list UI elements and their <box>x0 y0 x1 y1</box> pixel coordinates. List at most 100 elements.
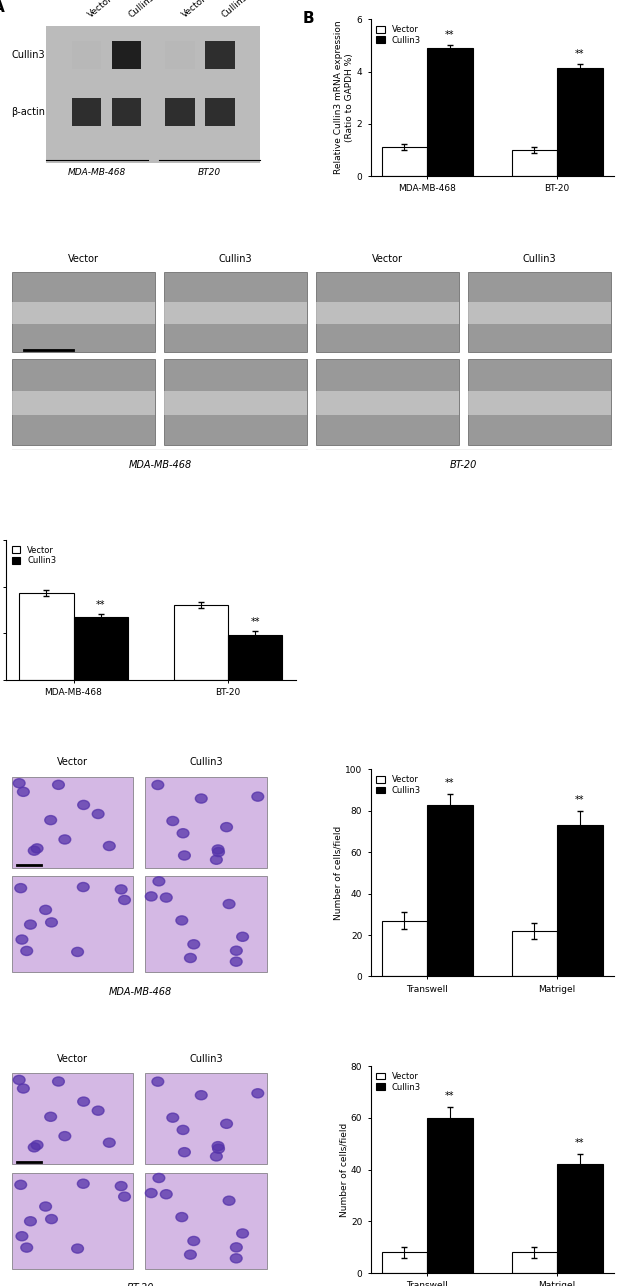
Circle shape <box>59 835 71 844</box>
FancyBboxPatch shape <box>72 41 101 69</box>
Bar <box>557 68 603 176</box>
Text: Cullin3: Cullin3 <box>219 253 252 264</box>
Circle shape <box>53 1076 64 1087</box>
Circle shape <box>46 1214 58 1224</box>
Circle shape <box>92 809 104 819</box>
Circle shape <box>17 1084 29 1093</box>
FancyBboxPatch shape <box>72 98 101 126</box>
Circle shape <box>78 800 89 809</box>
Circle shape <box>177 1125 189 1134</box>
Circle shape <box>92 1106 104 1115</box>
Text: Vector: Vector <box>68 253 99 264</box>
Text: **: ** <box>445 1092 454 1101</box>
Circle shape <box>25 1217 37 1226</box>
Y-axis label: Relative Cullin3 mRNA expression
(Ratio to GAPDH %): Relative Cullin3 mRNA expression (Ratio … <box>334 21 354 175</box>
Circle shape <box>29 846 40 855</box>
Circle shape <box>45 1112 56 1121</box>
Circle shape <box>40 1202 51 1211</box>
Circle shape <box>115 885 127 894</box>
Circle shape <box>167 1114 179 1123</box>
FancyBboxPatch shape <box>468 359 611 445</box>
Bar <box>512 1253 557 1273</box>
Circle shape <box>118 1192 130 1201</box>
FancyBboxPatch shape <box>12 876 133 972</box>
FancyBboxPatch shape <box>145 876 267 972</box>
Circle shape <box>195 1091 207 1100</box>
Circle shape <box>213 1145 224 1154</box>
FancyBboxPatch shape <box>468 273 611 352</box>
Circle shape <box>29 1143 40 1152</box>
Bar <box>382 1253 427 1273</box>
Text: **: ** <box>575 1138 585 1148</box>
Circle shape <box>176 1213 188 1222</box>
Bar <box>427 1118 472 1273</box>
Text: Vector: Vector <box>57 1055 88 1064</box>
FancyBboxPatch shape <box>316 391 459 414</box>
Circle shape <box>252 792 264 801</box>
Legend: Vector, Cullin3: Vector, Cullin3 <box>11 544 58 567</box>
Circle shape <box>252 1089 264 1098</box>
Circle shape <box>15 883 27 892</box>
Text: Cullin3: Cullin3 <box>220 0 250 19</box>
Circle shape <box>221 1119 232 1128</box>
FancyBboxPatch shape <box>164 273 307 352</box>
Circle shape <box>185 953 197 962</box>
Circle shape <box>16 1232 28 1241</box>
FancyBboxPatch shape <box>145 1074 267 1164</box>
Circle shape <box>78 882 89 891</box>
Text: **: ** <box>575 795 585 805</box>
Text: MDA-MB-468: MDA-MB-468 <box>108 986 172 997</box>
Circle shape <box>21 946 33 955</box>
Legend: Vector, Cullin3: Vector, Cullin3 <box>375 773 422 796</box>
Circle shape <box>179 851 190 860</box>
FancyBboxPatch shape <box>205 98 235 126</box>
Y-axis label: Number of cells/field: Number of cells/field <box>339 1123 348 1217</box>
Circle shape <box>152 1078 164 1087</box>
Circle shape <box>153 1173 165 1183</box>
Circle shape <box>211 855 222 864</box>
Bar <box>382 921 427 976</box>
Circle shape <box>212 1142 224 1151</box>
Bar <box>512 150 557 176</box>
Text: BT-20: BT-20 <box>450 459 477 469</box>
Text: Cullin3: Cullin3 <box>12 50 45 60</box>
Legend: Vector, Cullin3: Vector, Cullin3 <box>375 1070 422 1093</box>
FancyBboxPatch shape <box>145 1173 267 1269</box>
FancyBboxPatch shape <box>316 302 459 324</box>
Circle shape <box>104 1138 115 1147</box>
Bar <box>382 148 427 176</box>
Circle shape <box>46 918 58 927</box>
Y-axis label: Number of cells/field: Number of cells/field <box>334 826 342 919</box>
Circle shape <box>16 935 28 944</box>
Text: BT20: BT20 <box>198 168 221 177</box>
Circle shape <box>179 1147 190 1156</box>
Circle shape <box>223 1196 235 1205</box>
FancyBboxPatch shape <box>164 391 307 414</box>
Circle shape <box>153 877 165 886</box>
Circle shape <box>231 1254 242 1263</box>
FancyBboxPatch shape <box>164 302 307 324</box>
FancyBboxPatch shape <box>12 1074 133 1164</box>
Text: **: ** <box>445 778 454 788</box>
Bar <box>557 1164 603 1273</box>
Circle shape <box>195 793 207 802</box>
Circle shape <box>231 946 242 955</box>
FancyBboxPatch shape <box>468 391 611 414</box>
FancyBboxPatch shape <box>12 359 155 445</box>
Circle shape <box>145 1188 157 1197</box>
Circle shape <box>223 899 235 909</box>
Circle shape <box>59 1132 71 1141</box>
Text: **: ** <box>575 49 585 59</box>
Text: MDA-MB-468: MDA-MB-468 <box>68 168 126 177</box>
Circle shape <box>25 919 37 930</box>
Bar <box>427 48 472 176</box>
Circle shape <box>31 1141 43 1150</box>
Bar <box>427 805 472 976</box>
Text: **: ** <box>96 601 105 611</box>
FancyBboxPatch shape <box>46 26 260 163</box>
Circle shape <box>188 1236 200 1246</box>
Text: Vector: Vector <box>86 0 114 19</box>
Circle shape <box>13 779 25 788</box>
FancyBboxPatch shape <box>166 41 195 69</box>
Circle shape <box>17 787 29 796</box>
